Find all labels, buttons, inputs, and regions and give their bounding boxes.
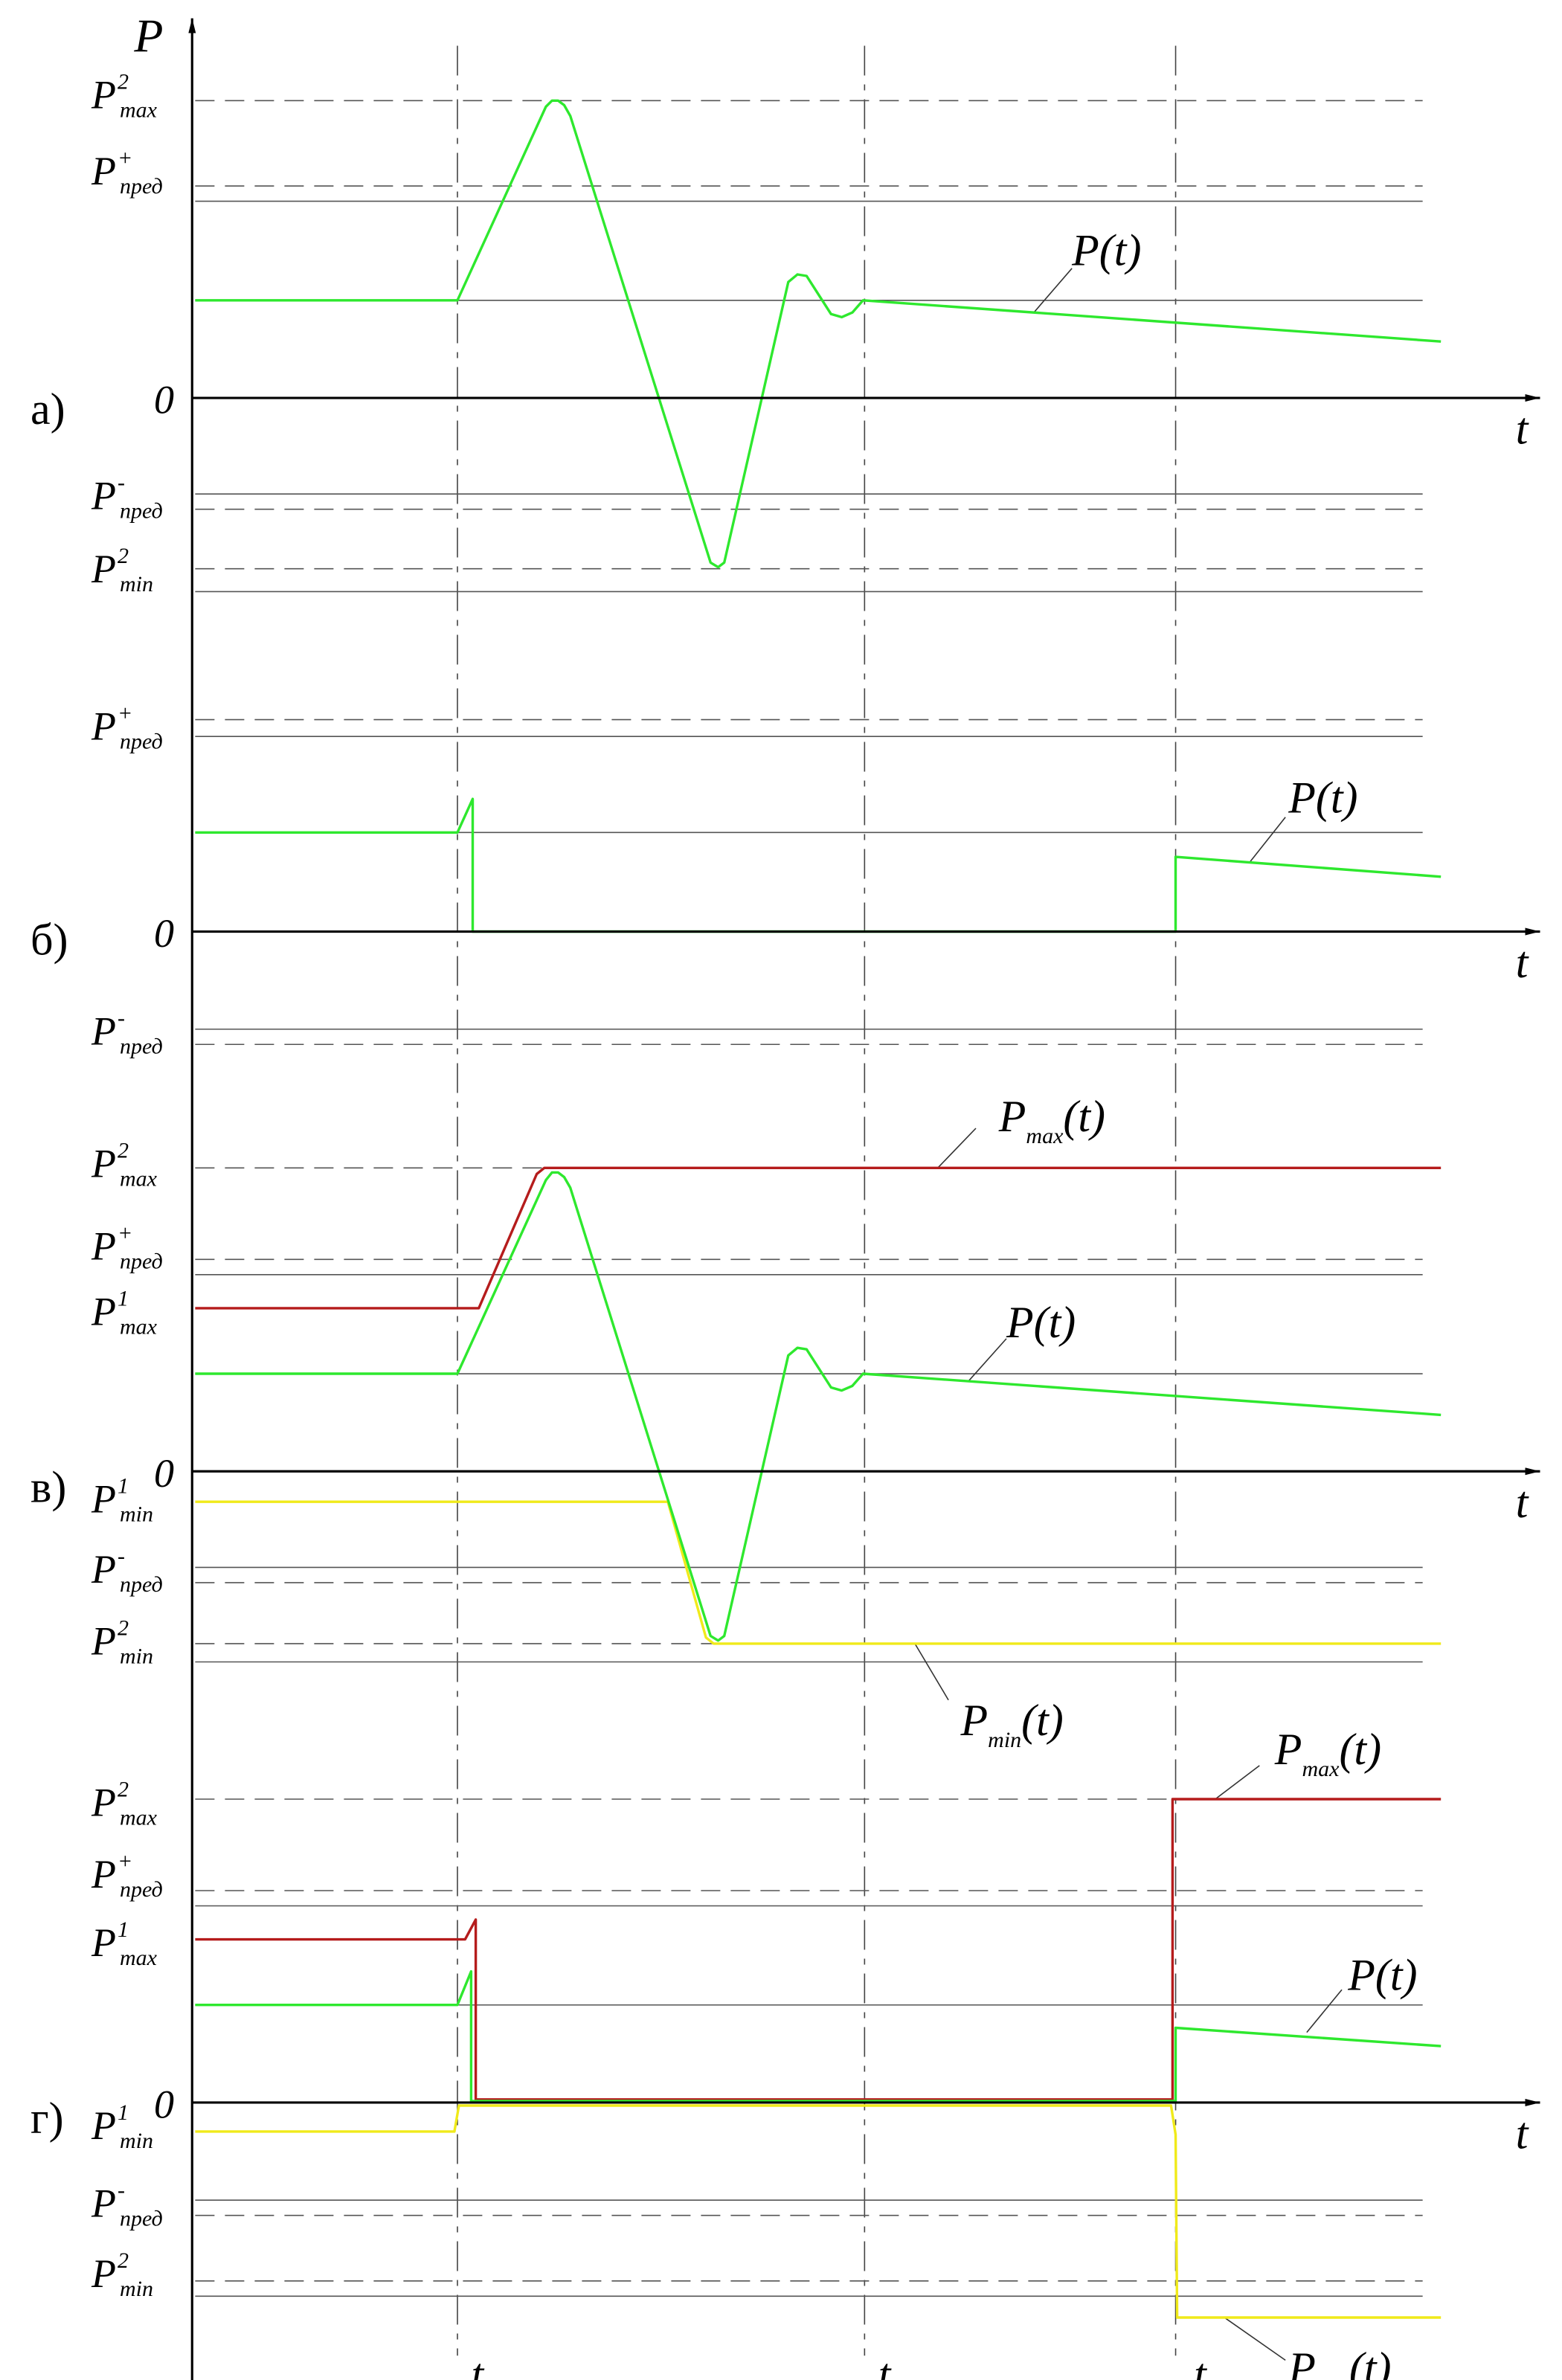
panel-label-1: а)	[30, 385, 65, 434]
panel-d-pmin-curve	[195, 2104, 1442, 2319]
level-label-c-p-max-2: P2 max	[91, 1139, 158, 1191]
panel-a-p-curve	[195, 99, 1442, 569]
panel-c-pmax-leader	[937, 1128, 977, 1168]
level-label-d-p-max-2: P2 max	[91, 1778, 158, 1830]
level-label-c-p-pred-plus: P+ пред	[91, 1220, 163, 1273]
level-label-a-p-pred-plus: P+ пред	[91, 146, 163, 199]
vertical-axis-label: P	[133, 10, 163, 62]
panel-d-pmax-leader	[1215, 1765, 1260, 1800]
panel-label-3: в)	[30, 1462, 66, 1511]
time-axis-label-panel-1: t	[1516, 405, 1529, 454]
level-label-c-p-min-2: P2 min	[91, 1615, 153, 1668]
panel-a-p-label: P(t)	[1071, 226, 1141, 275]
zero-label-panel-1: 0	[154, 378, 174, 422]
panel-c-p-curve	[195, 1171, 1442, 1642]
level-label-d-p-pred-plus: P+ пред	[91, 1849, 163, 1902]
panel-d-pmax-curve	[195, 1798, 1442, 2101]
panel-d-pmin-label: Pmin(t)	[1288, 2344, 1391, 2380]
time-mark-label-2: t2	[878, 2350, 905, 2380]
time-axis-label-panel-3: t	[1516, 1478, 1529, 1527]
panel-d-p-curve	[195, 1969, 1442, 2103]
panel-d-pmin-leader	[1224, 2317, 1286, 2361]
panel-d-pmax-label: Pmax(t)	[1274, 1725, 1381, 1781]
panel-d-p-label: P(t)	[1347, 1950, 1417, 1999]
level-label-b-p-pred-minus: P-пред	[91, 1006, 163, 1058]
level-label-c-p-max-1: P1 max	[91, 1286, 158, 1339]
level-label-a-p-pred-minus: P-пред	[91, 471, 163, 524]
level-label-d-p-max-1: P1 max	[91, 1917, 158, 1970]
panel-c-p-label: P(t)	[1006, 1298, 1076, 1347]
panel-label-4: г)	[30, 2094, 64, 2143]
zero-label-panel-2: 0	[154, 911, 174, 956]
level-label-d-p-min-1: P1 min	[91, 2100, 153, 2153]
level-label-d-p-pred-minus: P-пред	[91, 2178, 163, 2231]
panel-a-p-leader	[1033, 268, 1073, 313]
panel-c-pmin-label: Pmin(t)	[960, 1696, 1064, 1752]
panel-c-p-leader	[968, 1338, 1007, 1382]
zero-label-panel-3: 0	[154, 1451, 174, 1496]
time-axis-label-panel-2: t	[1516, 938, 1529, 987]
panel-b-p-curve	[195, 797, 1442, 933]
panel-c-pmax-label: Pmax(t)	[998, 1092, 1105, 1148]
time-mark-label-3: t3	[1194, 2350, 1221, 2380]
level-label-a-p-min-2: P2 min	[91, 544, 153, 596]
level-label-d-p-min-2: P2 min	[91, 2248, 153, 2301]
level-label-c-p-pred-minus: P-пред	[91, 1544, 163, 1597]
panel-c-pmin-curve	[195, 1500, 1442, 1645]
panel-b-p-leader	[1250, 817, 1286, 862]
time-mark-label-1: t1	[471, 2350, 498, 2380]
panel-c-pmax-curve	[195, 1166, 1442, 1310]
panel-d-p-leader	[1306, 1989, 1343, 2033]
level-label-b-p-pred-plus: P+ пред	[91, 701, 163, 753]
level-label-c-p-min-1: P1 min	[91, 1474, 153, 1527]
panel-b-p-label: P(t)	[1288, 774, 1357, 823]
level-label-a-p-max-2: P2 max	[91, 70, 158, 123]
panel-c-pmin-leader	[914, 1643, 949, 1701]
zero-label-panel-4: 0	[154, 2082, 174, 2126]
time-axis-label-panel-4: t	[1516, 2109, 1529, 2158]
panel-label-2: б)	[30, 915, 68, 964]
